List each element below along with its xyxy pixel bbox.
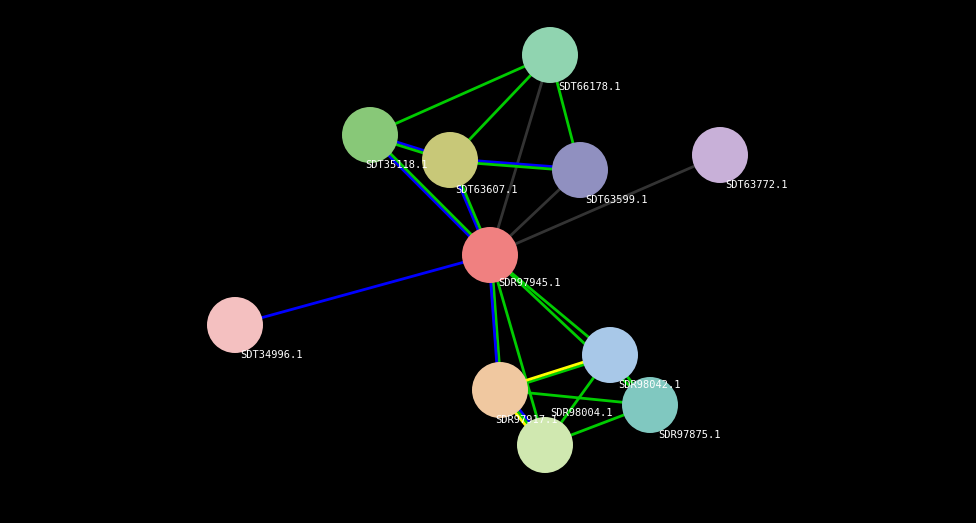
Circle shape	[422, 132, 478, 188]
Text: SDR97875.1: SDR97875.1	[658, 430, 720, 440]
Circle shape	[472, 362, 528, 418]
Circle shape	[692, 127, 748, 183]
Text: SDT63772.1: SDT63772.1	[725, 180, 788, 190]
Circle shape	[207, 297, 263, 353]
Circle shape	[462, 227, 518, 283]
Circle shape	[582, 327, 638, 383]
Text: SDT63607.1: SDT63607.1	[455, 185, 517, 195]
Text: SDR97917.1: SDR97917.1	[495, 415, 557, 425]
Circle shape	[517, 417, 573, 473]
Text: SDT35118.1: SDT35118.1	[365, 160, 427, 170]
Text: SDR97945.1: SDR97945.1	[498, 278, 560, 288]
Circle shape	[552, 142, 608, 198]
Text: SDT34996.1: SDT34996.1	[240, 350, 303, 360]
Text: SDT66178.1: SDT66178.1	[558, 82, 621, 92]
Circle shape	[622, 377, 678, 433]
Text: SDT63599.1: SDT63599.1	[585, 195, 647, 205]
Circle shape	[522, 27, 578, 83]
Text: SDR98042.1: SDR98042.1	[618, 380, 680, 390]
Circle shape	[342, 107, 398, 163]
Text: SDR98004.1: SDR98004.1	[550, 408, 613, 418]
